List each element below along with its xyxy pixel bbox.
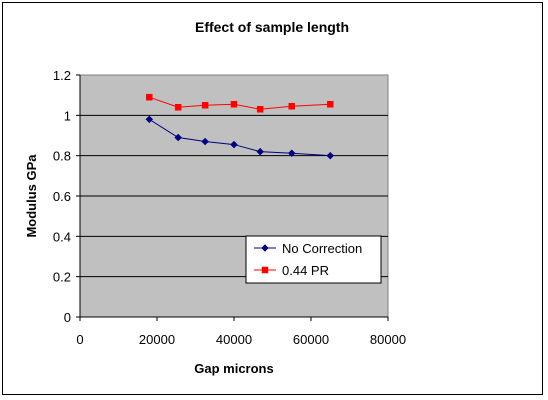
legend-item: 0.44 PR bbox=[254, 263, 329, 278]
y-tick-label: 1 bbox=[64, 108, 71, 123]
y-axis-label: Modulus GPa bbox=[24, 154, 39, 238]
data-point bbox=[174, 104, 182, 111]
data-point bbox=[288, 103, 295, 110]
data-point bbox=[230, 100, 238, 108]
data-point bbox=[287, 149, 296, 158]
data-point bbox=[256, 106, 264, 113]
legend-items: No Correction 0.44 PR bbox=[254, 241, 362, 278]
legend-box bbox=[245, 235, 382, 284]
data-point bbox=[327, 100, 334, 108]
gridlines bbox=[80, 114, 388, 278]
legend-label: 0.44 PR bbox=[282, 263, 329, 278]
y-tick-label: 0 bbox=[64, 310, 71, 325]
data-point bbox=[256, 147, 265, 156]
chart-title: Effect of sample length bbox=[195, 19, 349, 35]
legend: No Correction 0.44 PR bbox=[245, 235, 382, 284]
x-tick-label: 60000 bbox=[293, 332, 329, 347]
data-point bbox=[201, 102, 209, 109]
x-tick-label: 0 bbox=[76, 332, 83, 347]
x-axis-label: Gap microns bbox=[194, 361, 273, 376]
legend-label: No Correction bbox=[282, 241, 362, 256]
legend-swatch-marker bbox=[261, 244, 269, 252]
y-tick-label: 0.4 bbox=[53, 229, 71, 244]
x-tick-label: 20000 bbox=[139, 332, 175, 347]
data-point bbox=[146, 93, 153, 101]
legend-swatch-marker bbox=[261, 266, 269, 274]
x-tick-label: 80000 bbox=[370, 332, 406, 347]
y-tick-label: 0.8 bbox=[53, 149, 71, 164]
series-layer bbox=[145, 93, 335, 160]
data-point bbox=[326, 151, 335, 160]
data-point bbox=[201, 137, 209, 146]
y-tick-label: 1.2 bbox=[53, 68, 71, 83]
legend-item: No Correction bbox=[254, 241, 362, 256]
axes: 0 0.2 0.4 0.6 0.8 1 1.2 0 20000 40000 60000 80000 bbox=[53, 68, 406, 347]
data-point bbox=[230, 140, 238, 149]
y-tick-label: 0.2 bbox=[53, 270, 71, 285]
data-point bbox=[174, 133, 183, 142]
data-point bbox=[145, 115, 154, 124]
x-tick-label: 40000 bbox=[216, 332, 252, 347]
series-1 bbox=[145, 115, 335, 160]
series-2 bbox=[146, 93, 334, 113]
y-tick-label: 0.6 bbox=[53, 189, 71, 204]
